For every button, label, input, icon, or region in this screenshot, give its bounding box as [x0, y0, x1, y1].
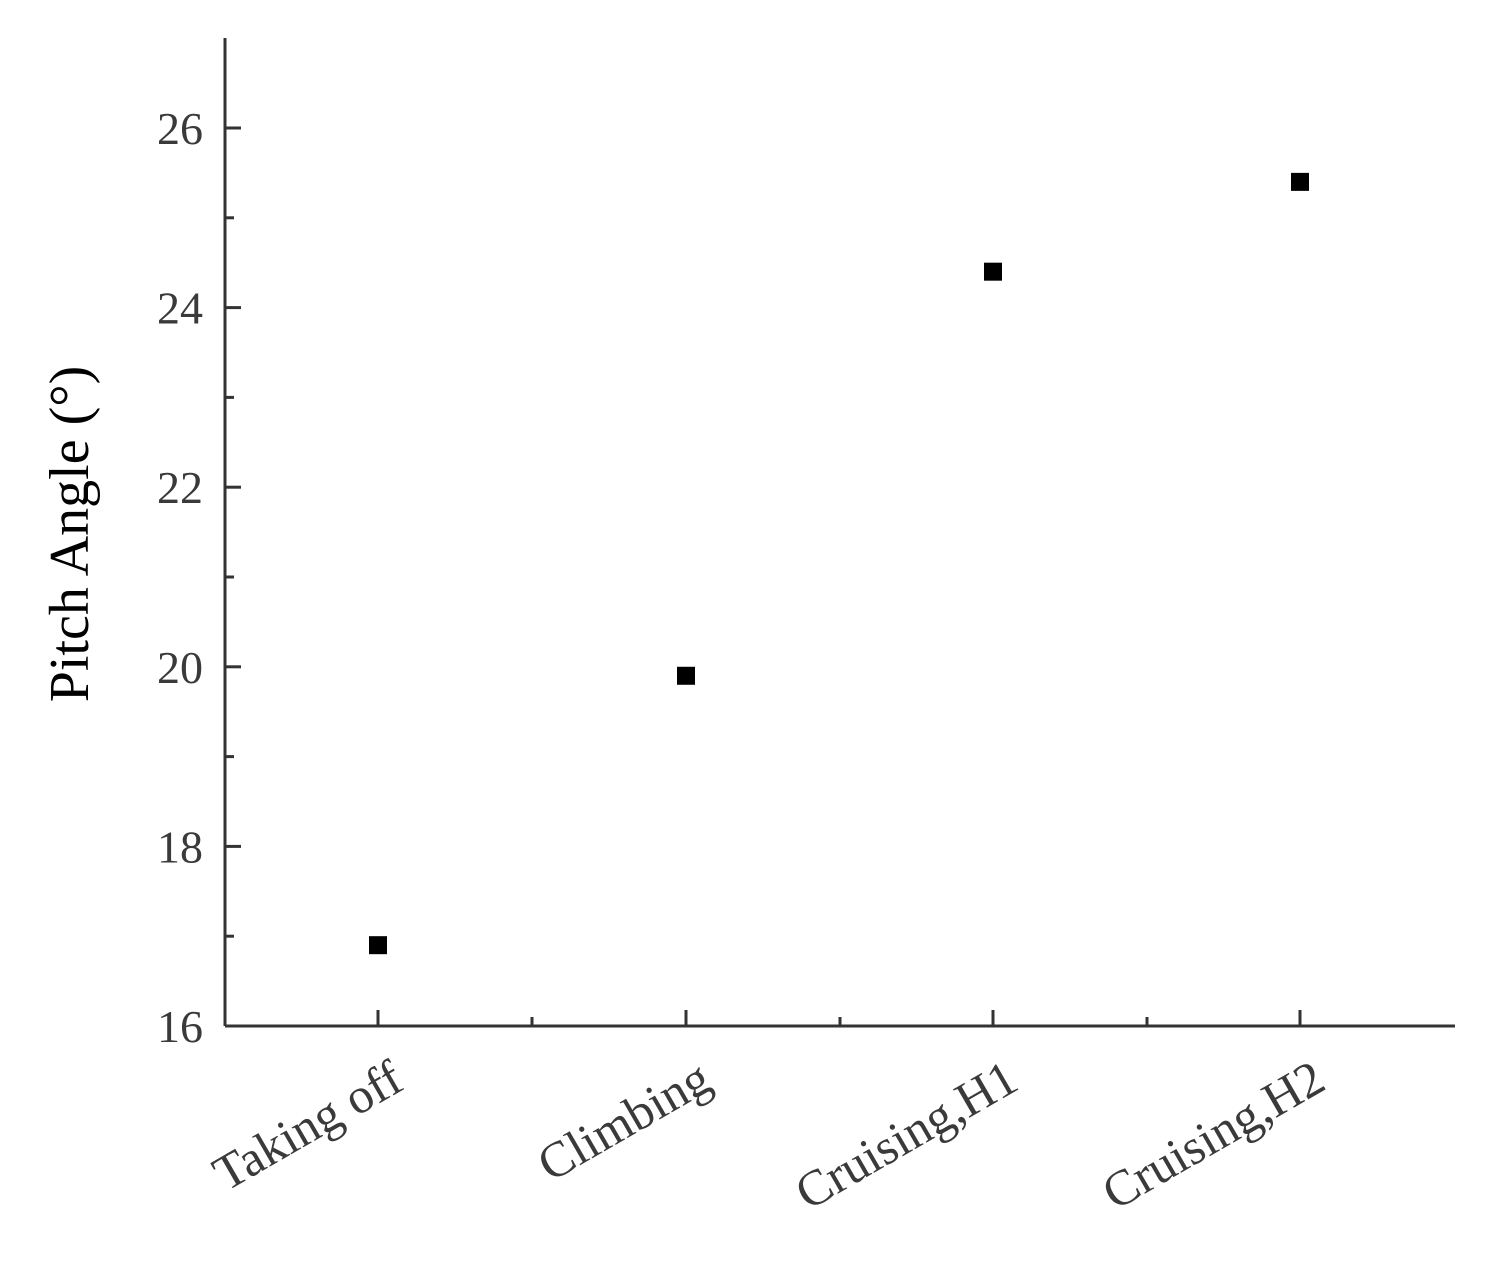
data-point-marker [984, 262, 1002, 281]
y-tick-label: 18 [157, 821, 203, 872]
y-axis-ticks: 16 18 20 22 24 26 [157, 103, 241, 1052]
y-tick-label: 16 [157, 1001, 203, 1052]
y-axis-title: Pitch Angle (°) [39, 366, 101, 703]
data-point-marker [677, 666, 695, 685]
data-point-marker [369, 936, 387, 955]
y-tick-label: 20 [157, 642, 203, 693]
axes [223, 38, 1455, 1028]
x-tick-label: Cruising,H1 [786, 1049, 1027, 1220]
data-points [369, 172, 1309, 955]
x-axis-ticks: Taking off Climbing Cruising,H1 Cruising,H2 [203, 1010, 1334, 1220]
data-point-marker [1291, 172, 1309, 191]
y-tick-label: 22 [157, 462, 203, 513]
x-tick-label: Climbing [528, 1049, 720, 1192]
y-tick-label: 24 [157, 283, 203, 334]
y-tick-label: 26 [157, 103, 203, 154]
x-tick-label: Taking off [203, 1049, 411, 1202]
x-tick-label: Cruising,H2 [1093, 1049, 1334, 1220]
